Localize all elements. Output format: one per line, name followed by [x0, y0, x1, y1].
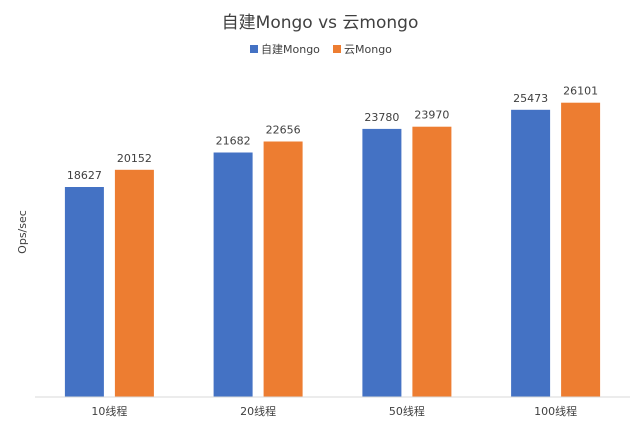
bar-self-hosted-3	[362, 128, 402, 397]
y-axis-label: Ops/sec	[16, 210, 29, 254]
data-label-self-hosted-2: 21682	[216, 135, 251, 148]
legend: 自建Mongo 云Mongo	[250, 42, 392, 56]
bar-self-hosted-4	[511, 109, 551, 398]
x-tick-label-3: 50线程	[389, 404, 425, 418]
data-label-self-hosted-1: 18627	[67, 169, 102, 182]
legend-item-cloud: 云Mongo	[333, 43, 392, 56]
data-label-cloud-4: 26101	[563, 85, 598, 98]
data-labels-group: 18627 20152 21682 22656 23780 23970 25473 26101	[67, 85, 598, 182]
bar-cloud-1	[114, 169, 154, 397]
chart-title: 自建Mongo vs 云mongo	[222, 13, 419, 33]
x-tick-label-2: 20线程	[240, 404, 276, 418]
legend-item-self-hosted: 自建Mongo	[250, 42, 320, 56]
data-label-cloud-2: 22656	[266, 124, 301, 137]
bar-cloud-3	[412, 126, 452, 397]
legend-label-cloud: 云Mongo	[344, 43, 392, 56]
x-tick-labels: 10线程 20线程 50线程 100线程	[91, 404, 577, 418]
legend-swatch-cloud	[333, 45, 341, 53]
bar-self-hosted-1	[64, 187, 104, 397]
x-tick-label-4: 100线程	[534, 404, 577, 418]
data-label-self-hosted-3: 23780	[364, 111, 399, 124]
x-tick-label-1: 10线程	[91, 404, 127, 418]
data-label-cloud-1: 20152	[117, 152, 152, 165]
legend-swatch-self-hosted	[250, 45, 258, 53]
bars-group	[64, 102, 601, 398]
bar-cloud-2	[263, 141, 303, 397]
data-label-self-hosted-4: 25473	[513, 92, 548, 105]
legend-label-self-hosted: 自建Mongo	[261, 42, 320, 56]
bar-cloud-4	[561, 102, 601, 397]
bar-self-hosted-2	[213, 152, 253, 397]
data-label-cloud-3: 23970	[414, 109, 449, 122]
